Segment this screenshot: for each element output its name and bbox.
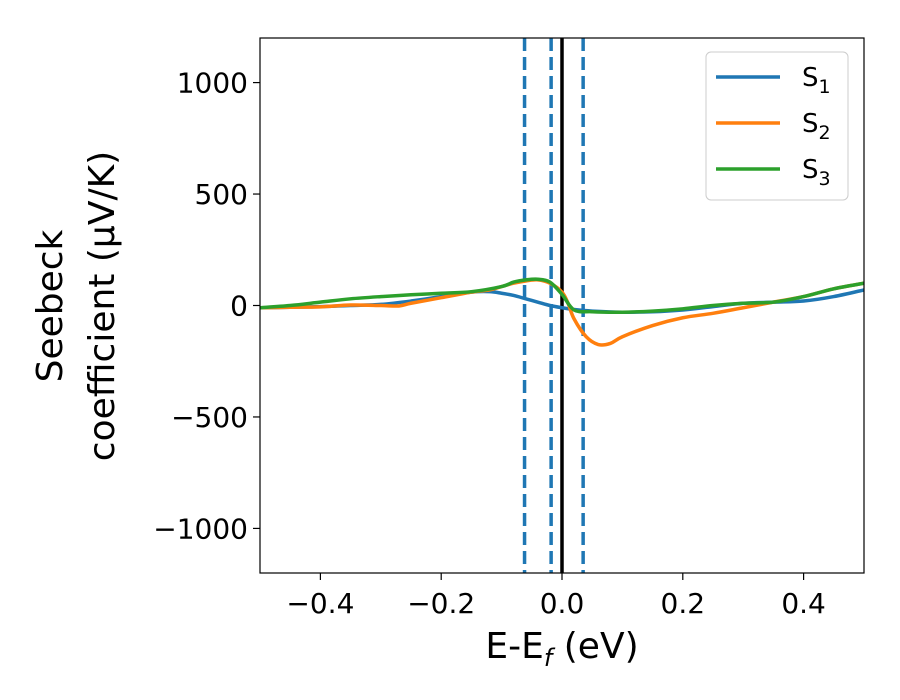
- y-tick-label: −500: [171, 401, 248, 434]
- legend-label-s3: S3: [802, 155, 831, 190]
- legend-frame: [705, 51, 849, 201]
- x-tick-label: 0.0: [540, 587, 585, 620]
- series-lines: [260, 277, 864, 347]
- y-tick-label: −1000: [153, 512, 248, 545]
- y-axis-ticks: 1000 500 0 −500 −1000: [153, 67, 260, 545]
- x-axis-title: E-Ef (eV): [485, 626, 638, 672]
- x-axis-title-main: E-E: [485, 626, 543, 667]
- x-tick-label: 0.4: [781, 587, 826, 620]
- y-axis-title-line1: Seebeck: [30, 229, 71, 382]
- x-axis-title-unit: (eV): [552, 626, 638, 667]
- legend-label-s2: S2: [802, 109, 831, 144]
- y-tick-label: 1000: [177, 67, 248, 100]
- series-line-s3: [260, 277, 864, 314]
- legend-label-s1: S1: [802, 63, 831, 98]
- x-tick-label: 0.2: [661, 587, 706, 620]
- y-axis-title: Seebeck coefficient (μV/K): [30, 151, 123, 461]
- y-axis-title-line2: coefficient (μV/K): [82, 151, 123, 461]
- legend: S1 S2 S3: [705, 51, 849, 201]
- y-tick-label: 0: [230, 290, 248, 323]
- x-tick-label: −0.4: [286, 587, 354, 620]
- x-axis-ticks: −0.4 −0.2 0.0 0.2 0.4: [286, 573, 826, 620]
- y-tick-label: 500: [195, 178, 248, 211]
- x-tick-label: −0.2: [407, 587, 475, 620]
